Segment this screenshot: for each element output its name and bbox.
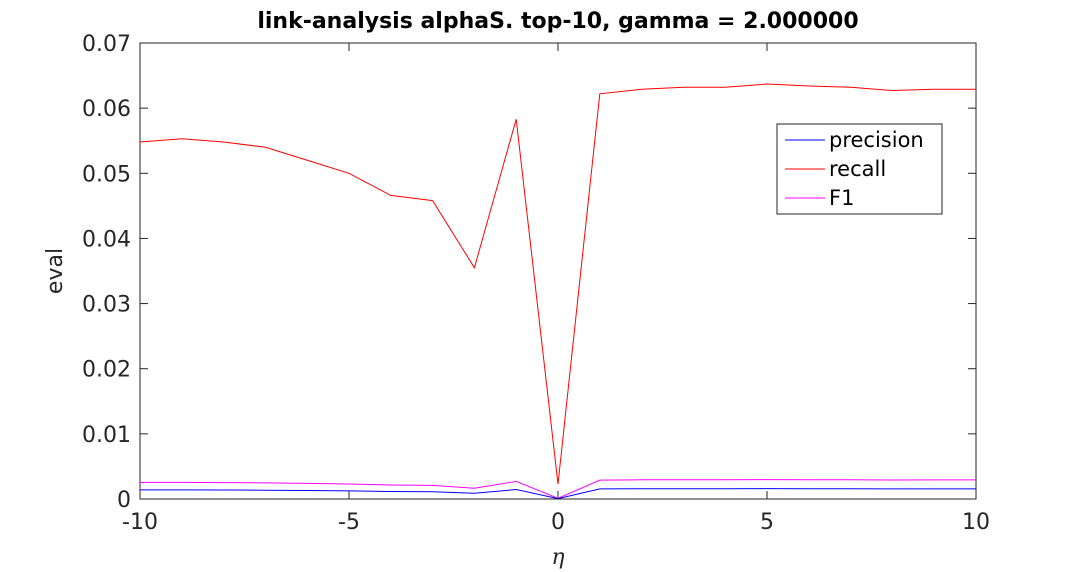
plot-area bbox=[139, 42, 977, 500]
y-tick-label: 0.03 bbox=[82, 293, 131, 318]
x-tick-label: 10 bbox=[962, 510, 990, 535]
legend: precision recall F1 bbox=[776, 123, 943, 215]
y-axis-label: eval bbox=[43, 248, 68, 294]
x-tick-label: 0 bbox=[551, 510, 565, 535]
x-tick-label: 5 bbox=[760, 510, 774, 535]
y-tick-label: 0.02 bbox=[82, 358, 131, 383]
y-tick-label: 0.01 bbox=[82, 423, 131, 448]
y-tick-label: 0.07 bbox=[82, 32, 131, 57]
legend-label-precision: precision bbox=[829, 128, 924, 152]
chart-title: link-analysis alphaS. top-10, gamma = 2.… bbox=[257, 9, 858, 34]
x-tick-label: -10 bbox=[122, 510, 158, 535]
legend-label-recall: recall bbox=[829, 157, 886, 181]
y-tick-label: 0.05 bbox=[82, 162, 131, 187]
y-tick-label: 0.04 bbox=[82, 227, 131, 252]
y-tick-label: 0.06 bbox=[82, 97, 131, 122]
series-line-precision bbox=[140, 488, 976, 500]
x-axis-label: η bbox=[551, 545, 564, 570]
series-line-recall bbox=[139, 83, 976, 485]
axis-ticks: -10 -5 0 5 10 0 0.01 0.02 0.03 0.04 0.05 0.06 0.07 bbox=[82, 32, 990, 535]
series-layer bbox=[139, 83, 976, 500]
legend-label-f1: F1 bbox=[829, 186, 854, 210]
y-tick-label: 0 bbox=[117, 488, 131, 513]
x-tick-label: -5 bbox=[338, 510, 360, 535]
